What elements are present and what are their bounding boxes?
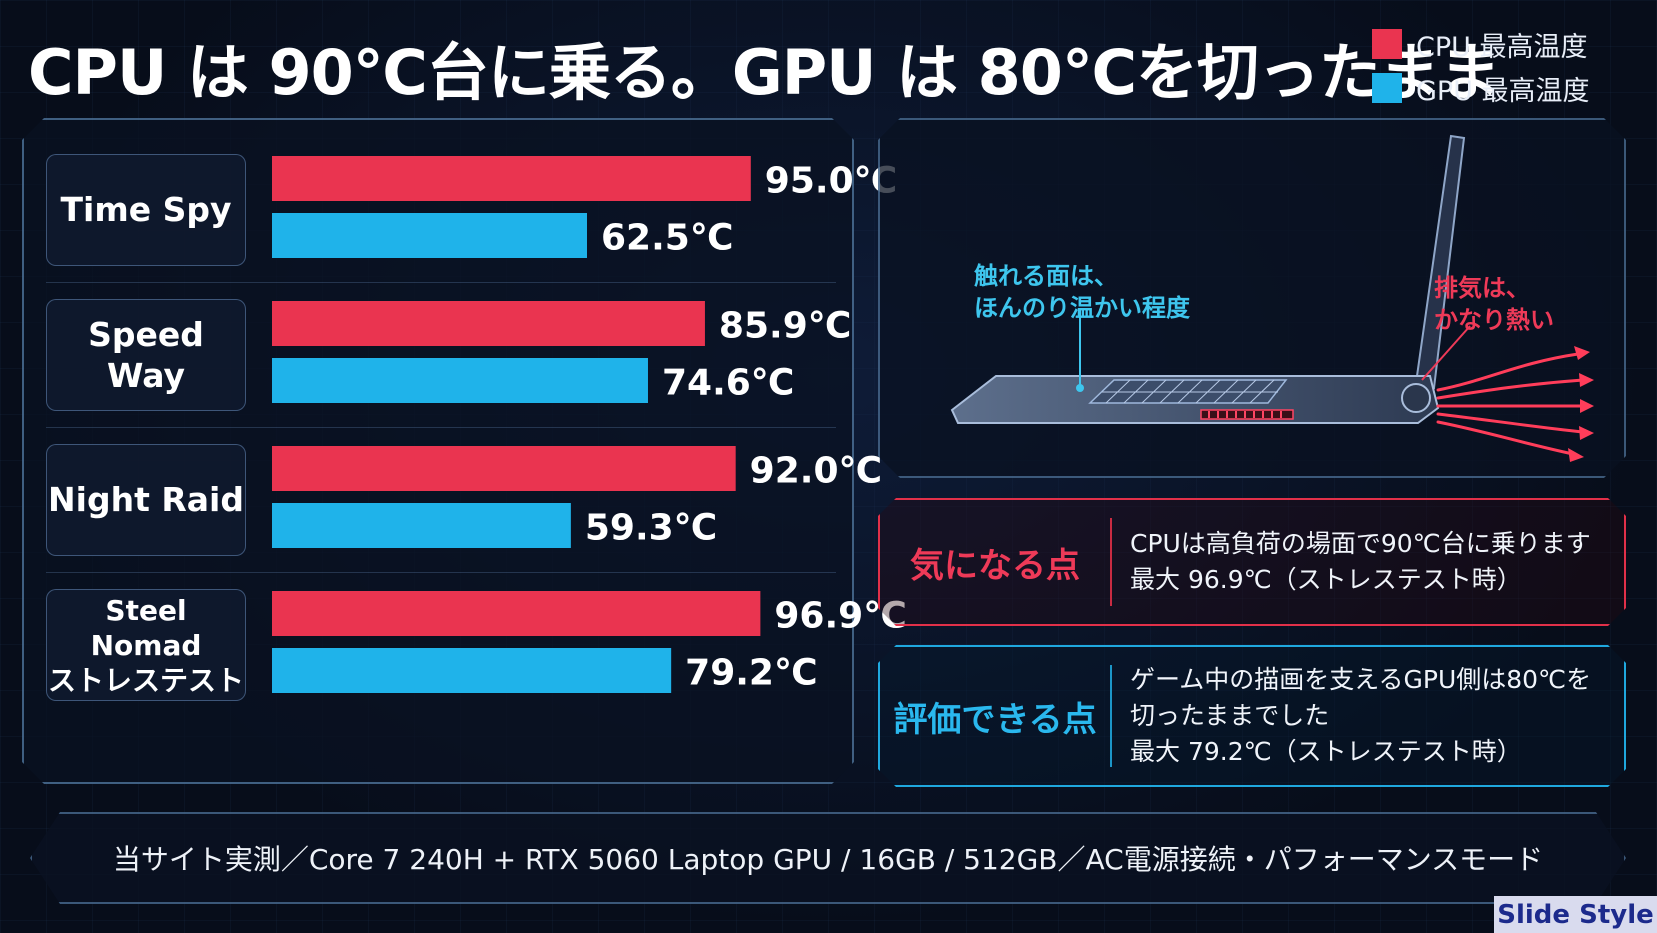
watermark: Slide Style [1494,896,1657,933]
legend-label-gpu: GPU 最高温度 [1416,75,1590,107]
cpu-value-label: 95.0℃ [765,161,897,202]
merit-line-1: ゲーム中の描画を支えるGPU側は80℃を [1130,664,1592,694]
legend-swatch-cpu [1372,29,1402,59]
row-separator [46,572,836,573]
chart-legend: CPU 最高温度 GPU 最高温度 [1372,22,1590,110]
legend-swatch-gpu [1372,73,1402,103]
concern-divider [1110,518,1112,606]
gpu-value-label: 79.2℃ [685,653,817,694]
gpu-value-label: 59.3℃ [585,508,717,549]
cpu-bar [272,156,751,201]
gpu-bar [272,648,672,693]
test-conditions-footer: 当サイト実測／Core 7 240H + RTX 5060 Laptop GPU… [30,812,1626,904]
cpu-value-label: 92.0℃ [750,451,882,492]
cpu-bar [272,591,761,636]
page-title: CPU は 90℃台に乗る。GPU は 80℃を切ったまま [28,36,1501,109]
cpu-value-label: 85.9℃ [719,306,851,347]
merit-divider [1110,665,1112,767]
category-label: Time Spy [46,154,246,266]
concern-box: 気になる点 CPUは高負荷の場面で90℃台に乗ります 最大 96.9℃（ストレス… [878,498,1626,626]
category-label: Speed Way [46,299,246,411]
laptop-side-view-icon [950,134,1594,462]
row-separator [46,282,836,283]
gpu-value-label: 74.6℃ [662,363,794,404]
merit-box: 評価できる点 ゲーム中の描画を支えるGPU側は80℃を 切ったままでした 最大 … [878,645,1626,787]
concern-line-2: 最大 96.9℃（ストレステスト時） [1130,565,1522,594]
cpu-bar [272,301,705,346]
concern-body: CPUは高負荷の場面で90℃台に乗ります 最大 96.9℃（ストレステスト時） [1130,500,1614,624]
gpu-bar [272,503,571,548]
legend-item-gpu: GPU 最高温度 [1372,66,1590,110]
category-label: Steel Nomad ストレステスト [46,589,246,701]
merit-line-3: 最大 79.2℃（ストレステスト時） [1130,737,1522,767]
legend-item-cpu: CPU 最高温度 [1372,22,1590,66]
exhaust-arrows-icon [1436,352,1585,456]
category-label: Night Raid [46,444,246,556]
gpu-value-label: 62.5℃ [601,218,733,259]
cpu-value-label: 96.9℃ [774,596,906,637]
exhaust-note: 排気は、 かなり熱い [1434,274,1554,335]
gpu-bar [272,358,648,403]
touch-surface-note: 触れる面は、 ほんのり温かい程度 [974,262,1190,323]
concern-heading: 気になる点 [910,545,1080,586]
cpu-bar [272,446,736,491]
merit-line-2: 切ったままでした [1130,700,1330,730]
row-separator [46,427,836,428]
merit-heading: 評価できる点 [893,699,1097,740]
concern-line-1: CPUは高負荷の場面で90℃台に乗ります [1130,528,1591,558]
merit-body: ゲーム中の描画を支えるGPU側は80℃を 切ったままでした 最大 79.2℃（ス… [1130,647,1614,785]
gpu-bar [272,213,587,258]
legend-label-cpu: CPU 最高温度 [1416,31,1588,63]
